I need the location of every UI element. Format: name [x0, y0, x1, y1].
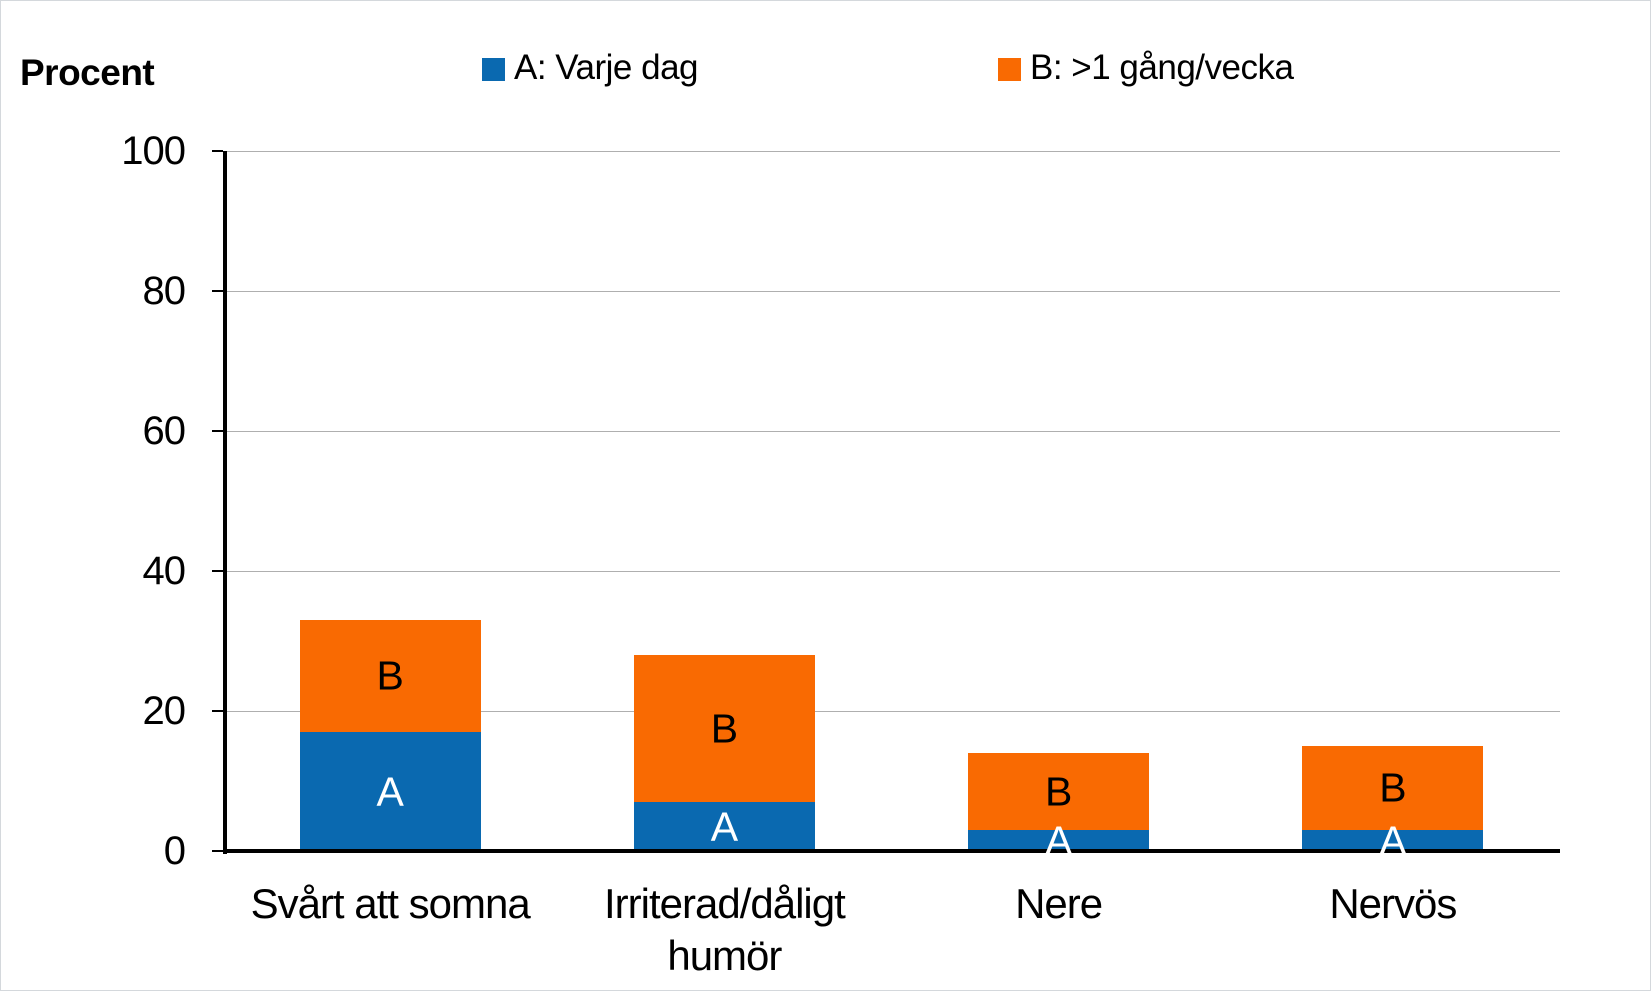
bar-segment-b [299, 620, 481, 732]
gridline [227, 711, 1560, 713]
y-tick-label: 40 [142, 549, 187, 593]
gridline [227, 571, 1560, 573]
y-axis-title: Procent [20, 52, 155, 93]
bar-segment-a [633, 802, 815, 851]
category-label: Nervös [1329, 880, 1457, 927]
y-tick-mark [212, 850, 223, 852]
category-label: Svårt att somna [250, 880, 531, 927]
x-axis-line [223, 849, 1560, 853]
legend-item: B: >1 gång/vecka [998, 48, 1294, 87]
y-axis-line [223, 151, 227, 854]
y-tick-label: 80 [142, 269, 187, 313]
y-tick-label: 100 [121, 129, 186, 173]
gridline [227, 151, 1560, 153]
gridline [227, 291, 1560, 293]
legend-swatch [482, 58, 505, 81]
bar-segment-a [968, 830, 1150, 851]
y-tick-label: 20 [142, 689, 187, 733]
y-tick-mark [212, 150, 223, 152]
legend-item: A: Varje dag [482, 48, 699, 87]
legend-swatch [998, 58, 1021, 81]
y-tick-mark [212, 570, 223, 572]
y-tick-mark [212, 710, 223, 712]
y-tick-mark [212, 290, 223, 292]
bar-segment-a [299, 732, 481, 851]
legend-label: B: >1 gång/vecka [1030, 48, 1294, 87]
gridline [227, 431, 1560, 433]
category-label: Nere [1015, 880, 1103, 927]
category-label: Irriterad/dåligt humör [603, 880, 846, 979]
y-tick-label: 60 [142, 409, 187, 453]
bar-segment-b [633, 655, 815, 802]
bar-segment-b [1302, 746, 1484, 830]
y-tick-label: 0 [163, 829, 186, 873]
bar-segment-a [1302, 830, 1484, 851]
bar-segment-b [968, 753, 1150, 830]
y-tick-mark [212, 430, 223, 432]
legend-label: A: Varje dag [514, 48, 699, 87]
